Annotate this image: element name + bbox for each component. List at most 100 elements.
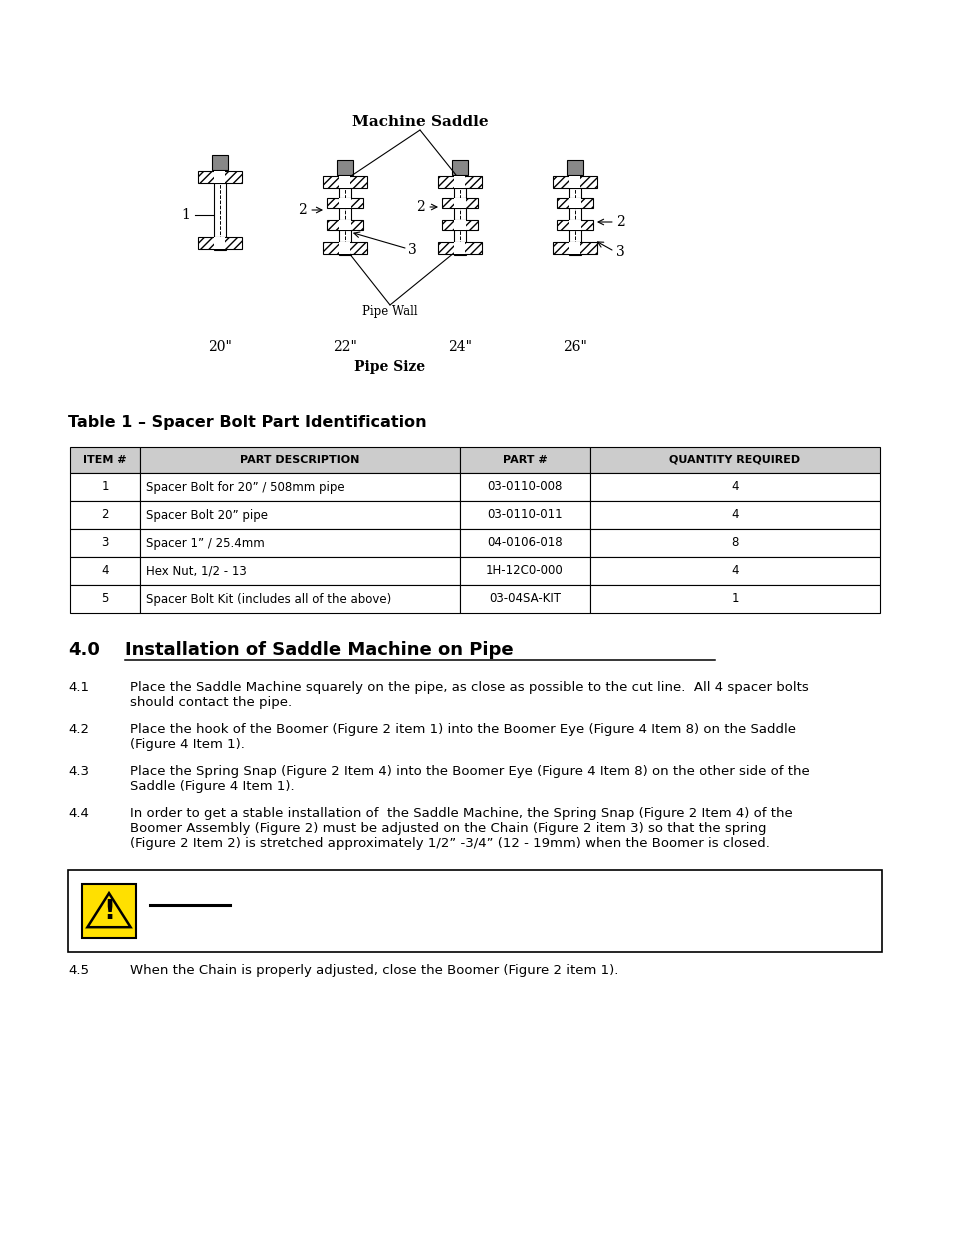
Bar <box>339 177 350 188</box>
Text: PART #: PART # <box>502 454 547 466</box>
Text: 3: 3 <box>616 245 624 259</box>
Text: QUANTITY REQUIRED: QUANTITY REQUIRED <box>669 454 800 466</box>
Bar <box>70 501 140 529</box>
Text: 2: 2 <box>298 203 307 217</box>
Bar <box>589 473 879 501</box>
Bar <box>589 447 879 473</box>
Text: Spacer Bolt 20” pipe: Spacer Bolt 20” pipe <box>146 509 268 521</box>
Bar <box>454 175 465 254</box>
Text: 03-04SA-KIT: 03-04SA-KIT <box>489 593 560 605</box>
Text: Table 1 – Spacer Bolt Part Identification: Table 1 – Spacer Bolt Part Identificatio… <box>68 415 426 430</box>
Text: 4.4: 4.4 <box>68 806 89 820</box>
Text: Installation of Saddle Machine on Pipe: Installation of Saddle Machine on Pipe <box>125 641 513 659</box>
Bar <box>459 585 589 613</box>
Bar <box>441 198 477 209</box>
Bar <box>70 557 140 585</box>
Text: Pipe Wall: Pipe Wall <box>362 305 417 317</box>
Bar <box>568 198 580 209</box>
Bar <box>568 175 580 254</box>
Bar <box>459 501 589 529</box>
Text: 22": 22" <box>333 340 356 354</box>
Bar <box>454 220 465 230</box>
Bar <box>459 557 589 585</box>
Text: Machine Saddle: Machine Saddle <box>352 115 488 128</box>
Bar <box>459 473 589 501</box>
Bar <box>140 501 459 529</box>
Polygon shape <box>88 893 131 927</box>
Bar <box>198 170 242 183</box>
Text: 4: 4 <box>101 564 109 578</box>
Text: 03-0110-008: 03-0110-008 <box>487 480 562 494</box>
Text: 04-0106-018: 04-0106-018 <box>487 536 562 550</box>
Bar <box>557 220 593 230</box>
Bar <box>323 242 367 254</box>
Text: 4.3: 4.3 <box>68 764 89 778</box>
Text: Place the hook of the Boomer (Figure 2 item 1) into the Boomer Eye (Figure 4 Ite: Place the hook of the Boomer (Figure 2 i… <box>130 722 795 751</box>
Bar <box>82 884 136 939</box>
Bar <box>70 529 140 557</box>
Bar <box>327 220 363 230</box>
Text: 4.2: 4.2 <box>68 722 89 736</box>
Bar <box>566 161 582 175</box>
Bar <box>569 177 579 188</box>
Text: 4: 4 <box>731 509 738 521</box>
Bar <box>68 869 882 952</box>
Text: Place the Spring Snap (Figure 2 Item 4) into the Boomer Eye (Figure 4 Item 8) on: Place the Spring Snap (Figure 2 Item 4) … <box>130 764 809 793</box>
Bar <box>140 529 459 557</box>
Text: 24": 24" <box>448 340 472 354</box>
Bar <box>212 156 228 170</box>
Text: 3: 3 <box>408 243 416 257</box>
Bar <box>452 161 468 175</box>
Text: 03-0110-011: 03-0110-011 <box>487 509 562 521</box>
Text: PART DESCRIPTION: PART DESCRIPTION <box>240 454 359 466</box>
Bar <box>213 170 226 249</box>
Bar <box>70 473 140 501</box>
Text: 1: 1 <box>731 593 738 605</box>
Bar <box>140 557 459 585</box>
Bar <box>454 242 465 254</box>
Bar <box>214 237 225 249</box>
Bar <box>589 557 879 585</box>
Bar <box>70 585 140 613</box>
Bar <box>437 177 481 188</box>
Text: 20": 20" <box>208 340 232 354</box>
Text: ITEM #: ITEM # <box>83 454 127 466</box>
Bar <box>339 242 350 254</box>
Bar <box>569 242 579 254</box>
Text: 4.5: 4.5 <box>68 965 89 977</box>
Bar <box>140 585 459 613</box>
Bar <box>568 220 580 230</box>
Text: 3: 3 <box>101 536 109 550</box>
Text: 2: 2 <box>616 215 624 228</box>
Bar <box>338 198 351 209</box>
Bar <box>557 198 593 209</box>
Text: Pipe Size: Pipe Size <box>355 359 425 374</box>
Text: 8: 8 <box>731 536 738 550</box>
Bar <box>454 198 465 209</box>
Text: 2: 2 <box>416 200 424 214</box>
Text: Spacer Bolt Kit (includes all of the above): Spacer Bolt Kit (includes all of the abo… <box>146 593 391 605</box>
Bar <box>589 585 879 613</box>
Bar <box>454 177 465 188</box>
Bar <box>437 242 481 254</box>
Text: In order to get a stable installation of  the Saddle Machine, the Spring Snap (F: In order to get a stable installation of… <box>130 806 792 850</box>
Text: Spacer Bolt for 20” / 508mm pipe: Spacer Bolt for 20” / 508mm pipe <box>146 480 344 494</box>
Text: 4: 4 <box>731 480 738 494</box>
Bar <box>327 198 363 209</box>
Text: Place the Saddle Machine squarely on the pipe, as close as possible to the cut l: Place the Saddle Machine squarely on the… <box>130 680 808 709</box>
Bar <box>459 447 589 473</box>
Bar <box>140 447 459 473</box>
Bar <box>553 177 597 188</box>
Bar <box>198 237 242 249</box>
Bar <box>70 447 140 473</box>
Text: 1: 1 <box>181 207 190 222</box>
Bar <box>459 529 589 557</box>
Bar <box>323 177 367 188</box>
Text: Hex Nut, 1/2 - 13: Hex Nut, 1/2 - 13 <box>146 564 247 578</box>
Text: 5: 5 <box>101 593 109 605</box>
Bar <box>338 175 351 254</box>
Text: 1: 1 <box>101 480 109 494</box>
Bar <box>589 529 879 557</box>
Bar <box>140 473 459 501</box>
Bar <box>589 501 879 529</box>
